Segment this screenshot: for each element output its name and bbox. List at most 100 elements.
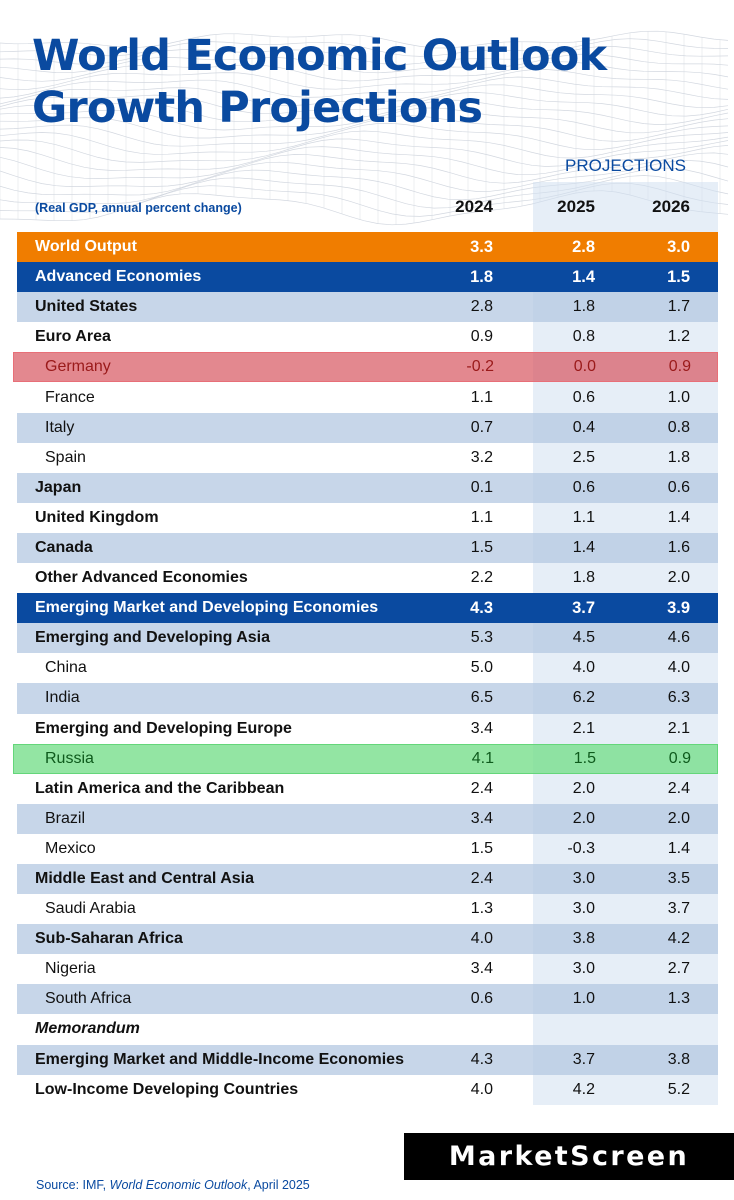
table-row: Italy 0.7 0.4 0.8 [17, 412, 718, 443]
table-row: Middle East and Central Asia 2.4 3.0 3.5 [17, 863, 718, 895]
value-cell-2026: 3.9 [667, 598, 690, 617]
year-2025-header: 2025 [557, 197, 595, 216]
value-cell-2025: 0.4 [572, 418, 595, 436]
value-cell-2026: 5.2 [667, 1080, 690, 1098]
value-cell-2024: 3.3 [470, 237, 493, 256]
row-label: Italy [45, 418, 75, 436]
value-cell-2025: 3.0 [572, 870, 595, 888]
value-cell-2024: 2.2 [470, 569, 493, 587]
value-cell-2024: 4.3 [470, 598, 493, 617]
value-cell-2025: 3.7 [572, 598, 595, 617]
value-cell-2024: 1.3 [470, 900, 493, 918]
table-row: Germany -0.2 0.0 0.9 [13, 352, 718, 383]
row-label: Latin America and the Caribbean [35, 779, 285, 797]
row-label: Russia [45, 749, 94, 767]
value-cell-2025: 1.4 [572, 538, 595, 556]
value-cell-2025: 1.8 [572, 298, 595, 316]
projections-label: PROJECTIONS [565, 156, 686, 175]
value-cell-2026: 2.7 [667, 960, 690, 978]
value-cell-2026: 1.2 [667, 328, 690, 346]
value-cell-2026: 1.4 [667, 839, 690, 857]
table-row: Low-Income Developing Countries 4.0 4.2 5.2 [17, 1075, 718, 1105]
value-cell-2026: 1.0 [667, 388, 690, 406]
value-cell-2025: 4.2 [572, 1080, 595, 1098]
row-label: Canada [35, 538, 93, 556]
table-row: United States 2.8 1.8 1.7 [17, 292, 718, 323]
value-cell-2024: 1.5 [470, 839, 493, 857]
value-cell-2025: 2.5 [572, 448, 595, 466]
value-cell-2025: 3.0 [572, 900, 595, 918]
value-cell-2026: 3.8 [667, 1050, 690, 1068]
value-cell-2024: 2.8 [470, 298, 493, 316]
value-cell-2026: 0.6 [667, 478, 690, 496]
value-cell-2024: 4.0 [470, 1080, 493, 1098]
value-cell-2026: 3.5 [667, 870, 690, 888]
value-cell-2025: 4.5 [572, 629, 595, 647]
row-label: Memorandum [35, 1020, 140, 1038]
table-row: China 5.0 4.0 4.0 [17, 653, 718, 683]
value-cell-2025: 1.5 [573, 749, 596, 767]
table-row: Japan 0.1 0.6 0.6 [17, 472, 718, 503]
value-cell-2026: 1.4 [667, 508, 690, 526]
value-cell-2025: 6.2 [572, 689, 595, 707]
value-cell-2024: 4.0 [470, 930, 493, 948]
value-cell-2024: 5.0 [470, 659, 493, 677]
row-label: India [45, 689, 80, 707]
row-label: Spain [45, 448, 86, 466]
value-cell-2024: 3.4 [470, 809, 493, 827]
row-label: Mexico [45, 839, 96, 857]
table-row: Memorandum [17, 1014, 718, 1044]
value-cell-2024: 5.3 [470, 629, 493, 647]
value-cell-2025: 1.4 [572, 267, 595, 286]
value-cell-2024: 2.4 [470, 779, 493, 797]
table-row: Sub-Saharan Africa 4.0 3.8 4.2 [17, 924, 718, 955]
table-row: Spain 3.2 2.5 1.8 [17, 443, 718, 473]
value-cell-2024: 6.5 [470, 689, 493, 707]
row-label: United States [35, 298, 138, 316]
row-label: France [45, 388, 95, 406]
value-cell-2026: 2.0 [667, 809, 690, 827]
value-cell-2024: 0.9 [470, 328, 493, 346]
table-row: Saudi Arabia 1.3 3.0 3.7 [17, 894, 718, 924]
table-row: Nigeria 3.4 3.0 2.7 [17, 954, 718, 984]
value-cell-2024: 2.4 [470, 870, 493, 888]
table-row: World Output 3.3 2.8 3.0 [17, 232, 718, 263]
value-cell-2025: 1.8 [572, 569, 595, 587]
value-cell-2026: 1.6 [667, 538, 690, 556]
value-cell-2024: 0.6 [470, 990, 493, 1008]
row-label: Emerging Market and Developing Economies [35, 599, 379, 617]
value-cell-2026: 1.3 [667, 990, 690, 1008]
value-cell-2025: 2.0 [572, 809, 595, 827]
wave-background [0, 30, 729, 226]
value-cell-2025: 4.0 [572, 659, 595, 677]
value-cell-2025: 1.1 [572, 508, 595, 526]
row-label: Euro Area [35, 328, 111, 346]
value-cell-2026: 0.8 [667, 418, 690, 436]
row-label: Low-Income Developing Countries [35, 1080, 299, 1098]
row-label: Germany [45, 358, 111, 376]
row-label: Other Advanced Economies [35, 569, 248, 587]
row-label: Nigeria [45, 960, 96, 978]
value-cell-2025: 1.0 [572, 990, 595, 1008]
source-suffix: , April 2025 [247, 1178, 310, 1192]
table-row: Emerging and Developing Asia 5.3 4.5 4.6 [17, 623, 718, 654]
growth-table: World Output 3.3 2.8 3.0 Advanced Economies 1… [13, 232, 718, 1105]
value-cell-2024: 1.1 [470, 508, 493, 526]
value-cell-2026: 0.9 [668, 358, 691, 376]
year-2026-header: 2026 [652, 197, 690, 216]
table-row: India 6.5 6.2 6.3 [17, 683, 718, 714]
table-row: Canada 1.5 1.4 1.6 [17, 532, 718, 564]
value-cell-2026: 1.8 [667, 448, 690, 466]
value-cell-2026: 2.0 [667, 569, 690, 587]
value-cell-2024: 1.1 [470, 388, 493, 406]
value-cell-2026: 3.7 [667, 900, 690, 918]
row-label: South Africa [45, 990, 132, 1008]
table-row: United Kingdom 1.1 1.1 1.4 [17, 503, 718, 533]
table-row: Emerging Market and Middle-Income Econom… [17, 1044, 718, 1075]
marketscreen-logo: MarketScreen [404, 1133, 734, 1180]
table-header: (Real GDP, annual percent change) 2024 2… [17, 194, 718, 222]
value-cell-2025: 0.8 [572, 328, 595, 346]
value-cell-2025: -0.3 [567, 839, 595, 857]
value-cell-2024: 4.1 [471, 749, 494, 767]
row-label: Emerging Market and Middle-Income Econom… [35, 1050, 404, 1068]
